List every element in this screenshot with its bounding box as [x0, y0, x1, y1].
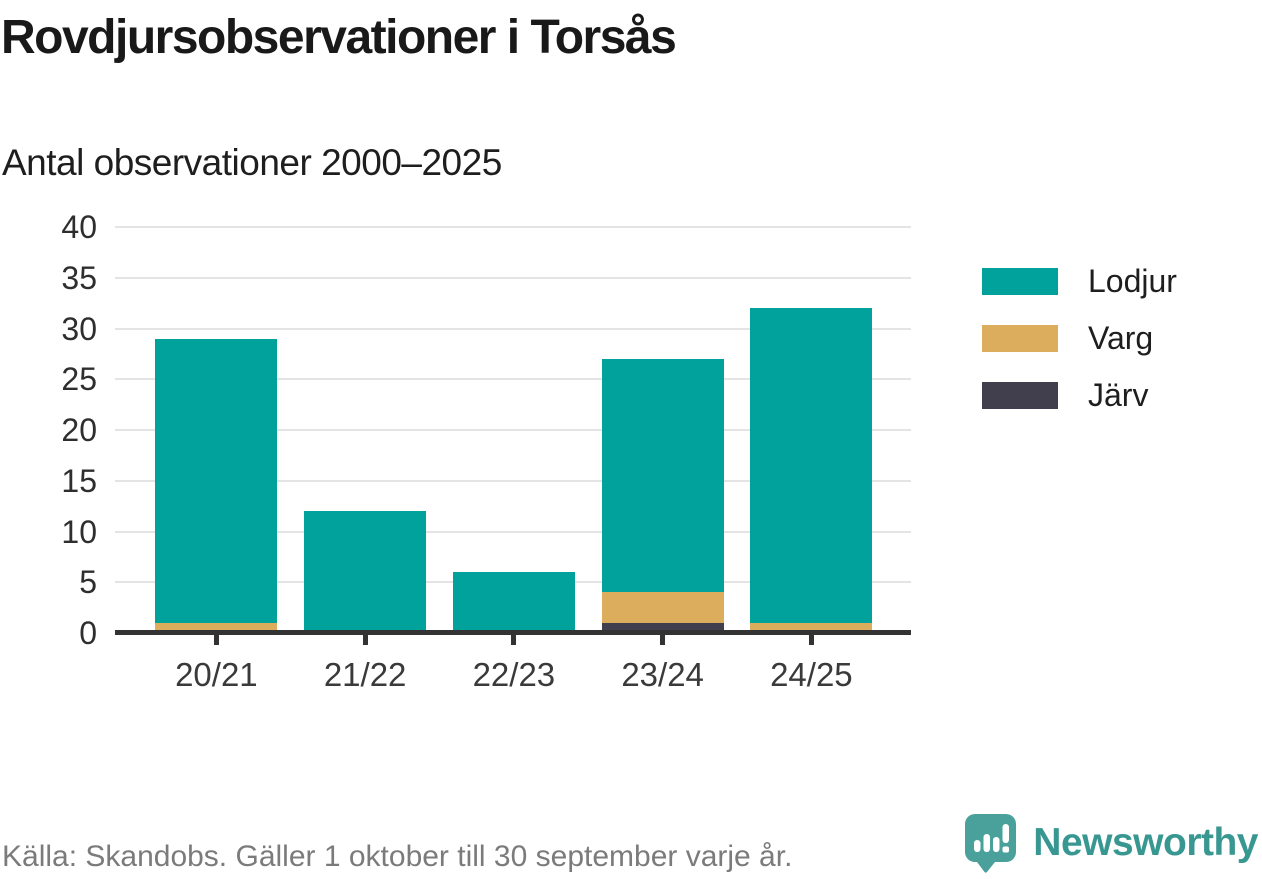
y-axis-tick-label: 0 — [79, 615, 97, 651]
legend-row-varg: Varg — [982, 320, 1177, 356]
x-axis-tick — [213, 635, 219, 645]
newsworthy-bubble-chart-icon — [965, 814, 1017, 873]
y-axis-tick-label: 20 — [61, 412, 97, 448]
chart-subtitle: Antal observationer 2000–2025 — [2, 142, 502, 183]
newsworthy-logo: Newsworthy — [964, 813, 1258, 873]
legend-label: Lodjur — [1088, 262, 1177, 299]
y-gridline — [115, 327, 911, 330]
x-axis-tick-label: 20/21 — [175, 656, 258, 693]
bar-segment-varg — [155, 622, 278, 633]
y-axis-tick-label: 10 — [61, 513, 97, 550]
x-axis-tick-label: 22/23 — [472, 656, 556, 693]
x-axis-tick-label: 23/24 — [621, 656, 704, 693]
y-axis-tick-label: 35 — [61, 259, 97, 296]
legend-row-järv: Järv — [982, 377, 1177, 413]
bar-segment-lodjur — [601, 358, 724, 593]
x-axis-tick — [808, 635, 814, 645]
x-axis-tick-label: 21/22 — [323, 656, 407, 693]
source-note: Källa: Skandobs. Gäller 1 oktober till 3… — [2, 840, 793, 873]
legend-label: Järv — [1088, 376, 1149, 413]
legend-row-lodjur: Lodjur — [982, 263, 1177, 299]
x-axis-tick — [660, 635, 666, 645]
y-axis-tick-label: 15 — [61, 462, 97, 499]
y-gridline — [115, 226, 911, 228]
y-gridline — [115, 479, 911, 482]
bar-segment-varg — [601, 592, 724, 623]
bar-segment-lodjur — [155, 338, 278, 623]
legend-label: Varg — [1088, 319, 1154, 356]
chart-legend: Lodjur Varg Järv — [982, 263, 1177, 437]
bar-segment-lodjur — [452, 572, 575, 633]
y-gridline — [115, 429, 911, 431]
y-axis-tick-label: 40 — [61, 209, 97, 245]
x-axis-tick — [362, 635, 368, 645]
x-axis-line — [115, 630, 911, 635]
y-gridline — [115, 530, 911, 533]
legend-swatch-lodjur — [982, 267, 1058, 295]
y-gridline — [115, 276, 911, 279]
bar-segment-lodjur — [750, 308, 873, 623]
y-axis-tick-label: 30 — [61, 310, 97, 347]
y-axis-tick-label: 25 — [61, 361, 97, 398]
bar-segment-järv — [601, 622, 724, 633]
legend-swatch-järv — [982, 381, 1058, 409]
y-axis-tick-label: 5 — [79, 564, 97, 601]
legend-swatch-varg — [982, 324, 1058, 352]
bar-segment-varg — [750, 622, 873, 633]
y-gridline — [115, 378, 911, 381]
bar-segment-lodjur — [304, 511, 427, 633]
x-axis-tick-label: 24/25 — [770, 656, 853, 693]
chart-title: Rovdjursobservationer i Torsås — [1, 11, 677, 64]
brand-name: Newsworthy — [1033, 821, 1258, 864]
x-axis-tick — [511, 635, 517, 645]
